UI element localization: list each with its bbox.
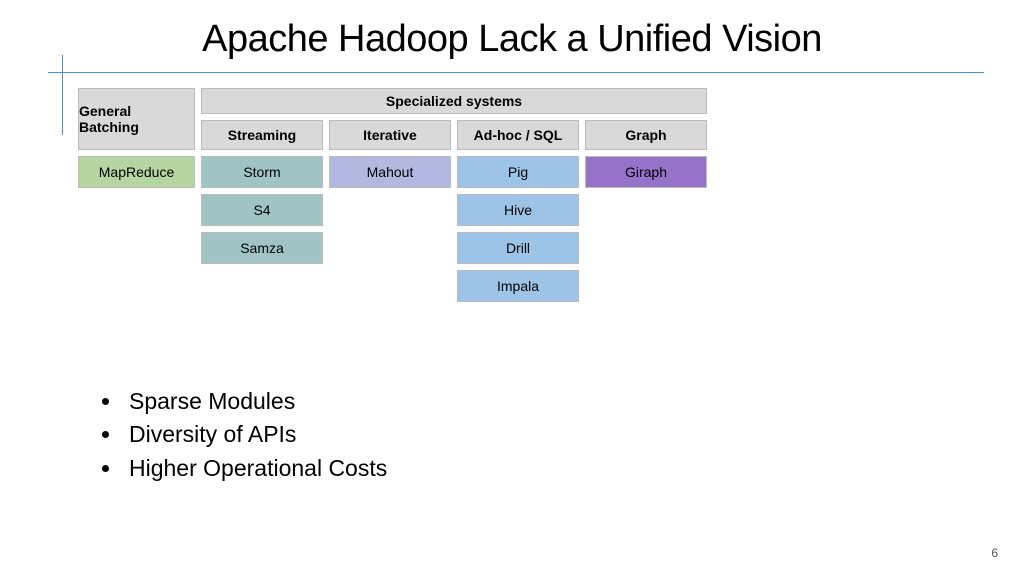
- system-giraph: Giraph: [585, 156, 707, 188]
- empty-cell: [329, 194, 451, 226]
- title-horizontal-rule: [48, 72, 984, 73]
- empty-cell: [585, 232, 707, 264]
- data-row: S4 Hive: [78, 194, 858, 226]
- data-row: Samza Drill: [78, 232, 858, 264]
- empty-cell: [329, 270, 451, 302]
- empty-cell: [585, 194, 707, 226]
- header-specialized-systems: Specialized systems: [201, 88, 707, 114]
- empty-cell: [201, 270, 323, 302]
- bullet-item: Higher Operational Costs: [123, 452, 387, 485]
- system-drill: Drill: [457, 232, 579, 264]
- system-mapreduce: MapReduce: [78, 156, 195, 188]
- header-row-2: StreamingIterativeAd-hoc / SQLGraph: [78, 120, 858, 150]
- data-row: MapReduceStormMahoutPigGiraph: [78, 156, 858, 188]
- bullet-list: Sparse ModulesDiversity of APIsHigher Op…: [95, 385, 387, 485]
- empty-cell: [78, 270, 195, 302]
- system-s4: S4: [201, 194, 323, 226]
- title-vertical-accent: [62, 55, 63, 135]
- empty-cell: [78, 194, 195, 226]
- subheader-streaming: Streaming: [201, 120, 323, 150]
- system-mahout: Mahout: [329, 156, 451, 188]
- subheader-ad-hoc-sql: Ad-hoc / SQL: [457, 120, 579, 150]
- slide-title: Apache Hadoop Lack a Unified Vision: [0, 0, 1024, 61]
- bullet-item: Sparse Modules: [123, 385, 387, 418]
- system-hive: Hive: [457, 194, 579, 226]
- page-number: 6: [991, 546, 998, 560]
- system-storm: Storm: [201, 156, 323, 188]
- header-gap: [78, 120, 195, 150]
- subheader-iterative: Iterative: [329, 120, 451, 150]
- empty-cell: [329, 232, 451, 264]
- subheader-graph: Graph: [585, 120, 707, 150]
- systems-table: General Batching Specialized systems Str…: [78, 88, 858, 308]
- bullet-item: Diversity of APIs: [123, 418, 387, 451]
- data-row: Impala: [78, 270, 858, 302]
- system-pig: Pig: [457, 156, 579, 188]
- empty-cell: [585, 270, 707, 302]
- empty-cell: [78, 232, 195, 264]
- system-impala: Impala: [457, 270, 579, 302]
- system-samza: Samza: [201, 232, 323, 264]
